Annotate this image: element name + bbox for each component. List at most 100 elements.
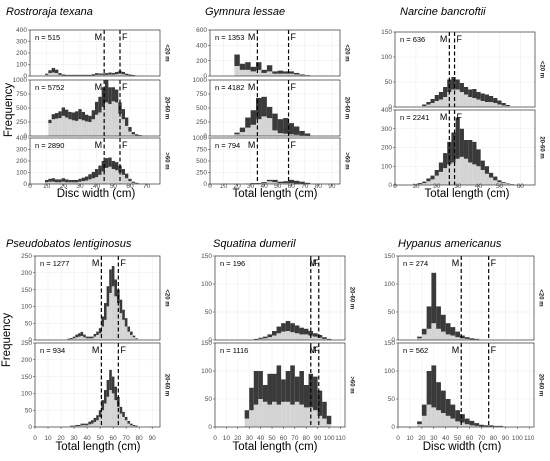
maturity-label-F: F xyxy=(457,34,463,44)
bar-males xyxy=(234,132,240,135)
x-axis-label: Total length (cm) xyxy=(232,188,317,200)
bar-females xyxy=(104,319,107,340)
bar-females xyxy=(250,124,257,136)
bar-females xyxy=(61,115,65,136)
bar-females xyxy=(88,424,91,427)
bar-females xyxy=(55,182,59,184)
bar-females xyxy=(125,178,129,184)
bar-males xyxy=(83,423,86,426)
x-tick-label: 60 xyxy=(466,435,474,442)
x-tick-label: 50 xyxy=(268,435,276,442)
y-tick-label: 0 xyxy=(28,424,32,431)
bar-males xyxy=(78,109,82,120)
bar-females xyxy=(460,422,465,427)
facet-strip-label: 20-60 m xyxy=(538,374,544,396)
bar-females xyxy=(111,286,115,340)
bar-females xyxy=(77,425,81,427)
bar-males xyxy=(48,178,52,182)
bar-males xyxy=(111,72,115,75)
bar-males xyxy=(68,179,72,183)
facet-strip xyxy=(161,30,170,76)
bar-females xyxy=(484,173,490,185)
bar-females xyxy=(75,425,78,427)
bar-males xyxy=(272,71,278,74)
bar-males xyxy=(125,73,129,76)
bar-males xyxy=(85,423,89,426)
x-axis-label: Disc width (cm) xyxy=(57,188,136,200)
bar-females xyxy=(104,403,107,427)
bar-males xyxy=(455,79,460,90)
y-tick-label: 100 xyxy=(381,54,392,61)
x-tick-label: 100 xyxy=(512,435,523,442)
x-tick-label: 10 xyxy=(412,183,420,190)
plot-frame xyxy=(34,255,161,341)
bar-females xyxy=(98,416,102,427)
bar-females xyxy=(272,73,278,76)
x-tick-label: 50 xyxy=(496,183,504,190)
bar-females xyxy=(256,119,262,136)
facet-1: 0 50 100 150 M Fn = 562 20-60 m xyxy=(384,340,544,431)
maturity-label-F: F xyxy=(291,32,297,42)
bar-females xyxy=(505,184,510,185)
facet-0: 0 50 100 150 FMn = 196 20-60 m xyxy=(201,253,355,344)
bar-males xyxy=(434,170,439,176)
bar-females xyxy=(78,181,82,184)
bar-males xyxy=(326,415,332,425)
sample-size-label: n = 2890 xyxy=(35,141,64,150)
bar-males xyxy=(81,111,85,121)
bar-females xyxy=(91,119,95,136)
bar-females xyxy=(422,183,427,185)
bar-males xyxy=(468,140,473,163)
bar-females xyxy=(131,134,135,136)
bar-males xyxy=(459,128,464,157)
bar-males xyxy=(244,410,250,419)
y-tick-label: 0 xyxy=(203,73,207,80)
bar-males xyxy=(239,127,246,133)
y-tick-label: 400 xyxy=(381,107,392,114)
bar-females xyxy=(443,97,448,107)
bar-males xyxy=(130,423,133,426)
facet-1: 0 250 500 750 1000 M Fn = 5752 20-60 m xyxy=(13,77,170,140)
x-tick-label: 0 xyxy=(33,435,37,442)
bar-males xyxy=(109,369,112,391)
bar-females xyxy=(77,336,81,340)
bar-females xyxy=(61,181,65,184)
bar-males xyxy=(277,70,284,74)
bar-males xyxy=(70,337,73,339)
bar-males xyxy=(468,89,473,97)
bar-males xyxy=(124,416,128,421)
bar-males xyxy=(480,160,485,170)
x-axis-label: Total length (cm) xyxy=(55,441,140,453)
bar-females xyxy=(125,75,129,76)
plot-frame xyxy=(29,79,161,137)
bar-males xyxy=(108,87,112,105)
x-tick-label: 10 xyxy=(44,435,52,442)
bar-males xyxy=(88,115,92,122)
bar-females xyxy=(118,113,122,136)
bar-males xyxy=(250,110,257,125)
x-tick-label: 80 xyxy=(136,435,144,442)
bar-males xyxy=(434,95,439,101)
bar-males xyxy=(451,77,456,90)
bar-males xyxy=(118,165,122,173)
facet-strip xyxy=(346,343,355,427)
bar-males xyxy=(283,118,289,134)
bar-males xyxy=(299,130,305,136)
y-tick-label: 150 xyxy=(201,340,212,347)
x-tick-label: 30 xyxy=(247,183,255,190)
bar-males xyxy=(95,169,99,178)
y-tick-label: 400 xyxy=(16,27,27,34)
x-tick-label: 70 xyxy=(301,183,309,190)
x-tick-label: 50 xyxy=(274,183,282,190)
y-tick-label: 0 xyxy=(203,133,207,140)
bar-males xyxy=(121,71,125,75)
plot-background xyxy=(398,343,534,427)
y-tick-label: 750 xyxy=(16,91,27,98)
bar-males xyxy=(65,74,69,76)
bar-females xyxy=(98,333,102,340)
bar-males xyxy=(294,376,300,402)
facet-strip-label: 20-60 m xyxy=(349,287,355,309)
bar-females xyxy=(262,401,268,427)
bar-males xyxy=(108,157,112,167)
